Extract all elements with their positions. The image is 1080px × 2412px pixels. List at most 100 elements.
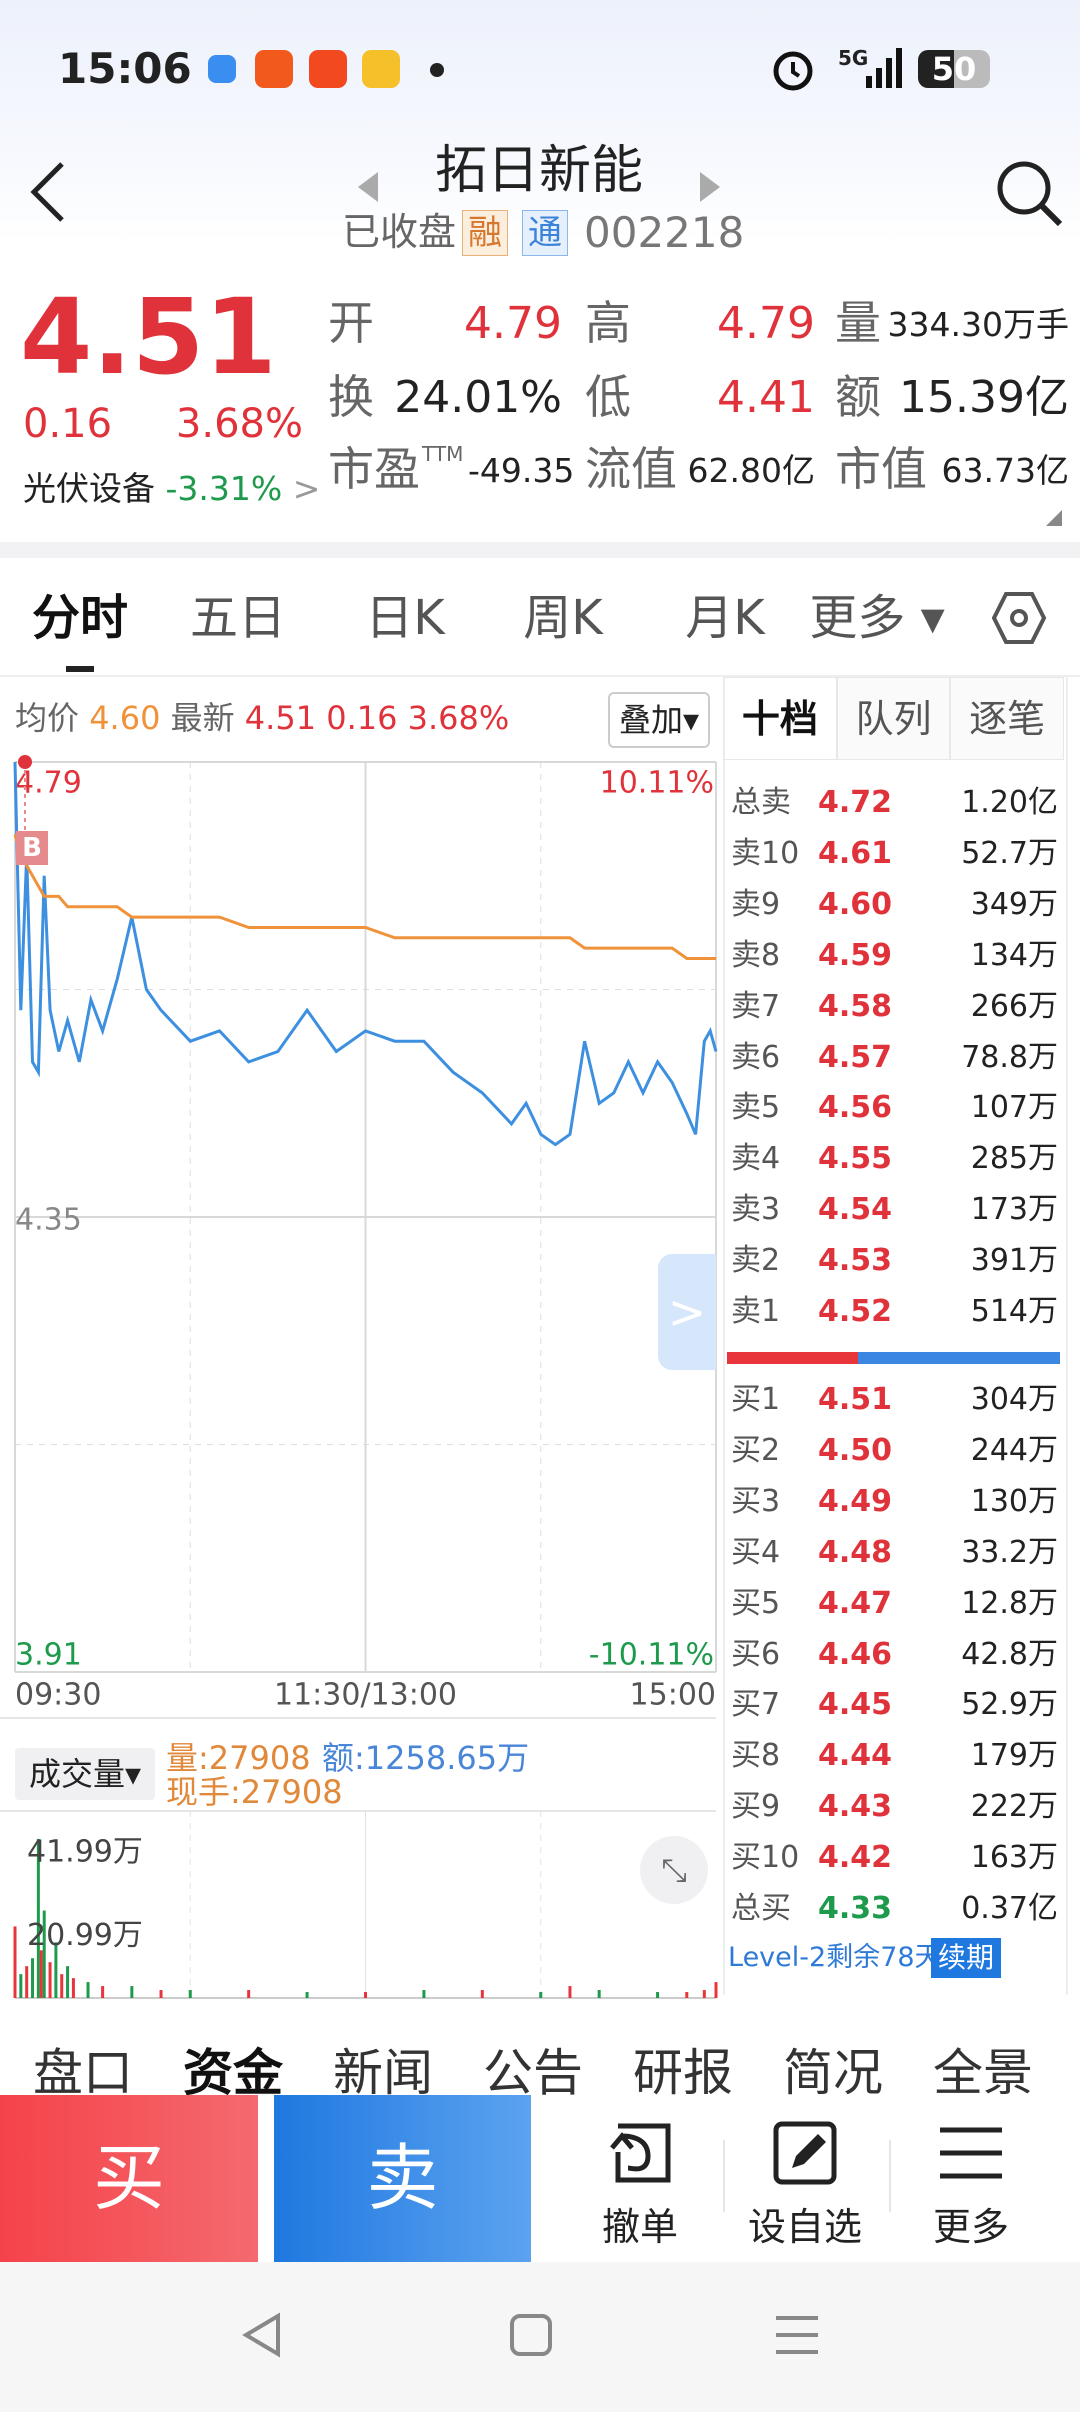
sector[interactable]: 光伏设备 -3.31% > — [23, 472, 320, 505]
info-tab[interactable]: 资金 — [183, 2044, 283, 2095]
volume-text: 量:27908 — [166, 1739, 311, 1777]
chart-tab[interactable]: 日K — [365, 590, 445, 646]
book-price: 4.43 — [818, 1789, 893, 1825]
volume-bar — [685, 1992, 689, 1998]
y-tick-label: 3.91 — [15, 1638, 82, 1673]
book-label: 买9 — [731, 1789, 781, 1825]
chart-tab[interactable]: 周K — [523, 590, 603, 646]
action-label[interactable]: 更多 — [932, 2205, 1009, 2249]
book-tab[interactable]: 逐笔 — [950, 677, 1064, 760]
alarm-icon — [773, 51, 813, 91]
stock-name: 拓日新能 — [434, 141, 643, 201]
info-tab[interactable]: 公告 — [483, 2044, 583, 2095]
volume-selector[interactable]: 成交量▾ — [15, 1748, 155, 1800]
info-tab[interactable]: 全景 — [933, 2044, 1033, 2095]
book-volume: 1.20亿 — [961, 785, 1058, 820]
sell-button[interactable]: 卖 — [274, 2095, 531, 2262]
book-volume: 78.8万 — [961, 1039, 1058, 1075]
book-price: 4.47 — [818, 1585, 893, 1621]
book-volume: 285万 — [970, 1141, 1058, 1177]
book-volume: 130万 — [970, 1483, 1058, 1519]
book-price: 4.56 — [818, 1090, 893, 1126]
chart-tab[interactable]: 分时 — [31, 590, 128, 646]
price-line — [13, 833, 716, 960]
book-volume: 0.37亿 — [961, 1891, 1058, 1926]
latest-change-pct: 3.68% — [407, 699, 510, 737]
renew-button[interactable]: 续期 — [931, 1938, 1001, 1978]
expand-corner[interactable] — [1044, 508, 1064, 528]
book-label: 卖10 — [731, 835, 800, 871]
info-tab[interactable]: 简况 — [783, 2044, 883, 2095]
chart-tab[interactable]: 五日 — [189, 590, 286, 646]
book-volume: 52.7万 — [961, 835, 1058, 871]
volume-tick-label: 41.99万 — [27, 1835, 143, 1870]
volume-bar — [305, 1992, 309, 1998]
trade-marker: B — [16, 831, 48, 865]
x-tick-label: 09:30 — [15, 1678, 101, 1713]
nav-home[interactable] — [508, 2312, 554, 2358]
overlay-button[interactable]: 叠加▾ — [608, 692, 710, 748]
side-toggle[interactable]: > — [658, 1254, 716, 1370]
book-price: 4.61 — [818, 835, 893, 871]
search-button[interactable] — [994, 158, 1066, 230]
book-divider-buy — [858, 1352, 1060, 1364]
overlay-label: 叠加 — [618, 701, 683, 739]
avg-label: 均价 — [15, 699, 80, 737]
network: 5G — [838, 46, 869, 70]
fullscreen-button[interactable]: ⤡ — [640, 1836, 708, 1904]
info-tab[interactable]: 新闻 — [333, 2044, 433, 2095]
book-price: 4.60 — [818, 886, 893, 922]
stat-label: 量 — [835, 296, 881, 350]
book-tab[interactable]: 十档 — [723, 677, 837, 760]
volume-bar — [480, 1990, 484, 1998]
stat-value: 15.39亿 — [899, 372, 1069, 423]
nav-back[interactable] — [238, 2310, 288, 2360]
dot — [430, 63, 444, 77]
prev-stock[interactable] — [358, 172, 380, 202]
volume-bar — [422, 1990, 426, 1998]
volume-bar — [71, 1978, 75, 1998]
settings-icon[interactable] — [992, 590, 1046, 646]
book-label: 买4 — [731, 1534, 781, 1570]
stat-label: 低 — [585, 370, 631, 424]
volume-bar — [714, 1982, 718, 1998]
info-tab[interactable]: 研报 — [633, 2044, 733, 2095]
volume-bar — [66, 1966, 70, 1998]
chart-tab[interactable]: 月K — [685, 590, 765, 646]
back-button[interactable] — [26, 160, 70, 224]
nav-recent[interactable] — [774, 2312, 820, 2358]
next-stock[interactable] — [698, 172, 720, 202]
action-label[interactable]: 撤单 — [601, 2205, 678, 2249]
volume-bar — [247, 1990, 251, 1998]
book-label: 卖7 — [731, 988, 781, 1024]
volume-bar — [39, 1950, 43, 1998]
book-price: 4.46 — [818, 1636, 893, 1672]
info-tab[interactable]: 盘口 — [33, 2044, 133, 2095]
intraday-chart: 4.79 4.35 3.91 10.11% -10.11% 09:30 11:30/13:0… — [0, 755, 718, 1999]
price-line — [13, 761, 718, 1147]
buy-button[interactable]: 买 — [0, 2095, 258, 2262]
market-status: 已收盘 — [342, 210, 457, 254]
sector-change: -3.31% — [165, 469, 283, 508]
book-tab[interactable]: 队列 — [836, 677, 951, 760]
volume-bar — [539, 1992, 543, 1998]
volume-bar — [42, 1910, 46, 1998]
book-label: 卖5 — [731, 1090, 781, 1126]
volume-bar — [188, 1990, 192, 1998]
stat-label: 开 — [328, 296, 374, 350]
book-volume: 163万 — [970, 1840, 1058, 1876]
divider — [0, 675, 1080, 677]
book-label: 卖3 — [731, 1192, 781, 1228]
book-volume: 173万 — [970, 1192, 1058, 1228]
action-separator — [889, 2140, 891, 2212]
chart-tab[interactable]: 更多 ▾ — [809, 590, 945, 646]
action-label[interactable]: 设自选 — [747, 2205, 862, 2249]
latest-price: 4.51 — [244, 699, 317, 737]
book-volume: 349万 — [970, 886, 1058, 922]
book-price: 4.57 — [818, 1039, 893, 1075]
clock: 15:06 — [58, 44, 192, 93]
book-label: 买2 — [731, 1432, 781, 1468]
book-price: 4.50 — [818, 1432, 893, 1468]
y-tick-label: 4.79 — [15, 766, 82, 801]
